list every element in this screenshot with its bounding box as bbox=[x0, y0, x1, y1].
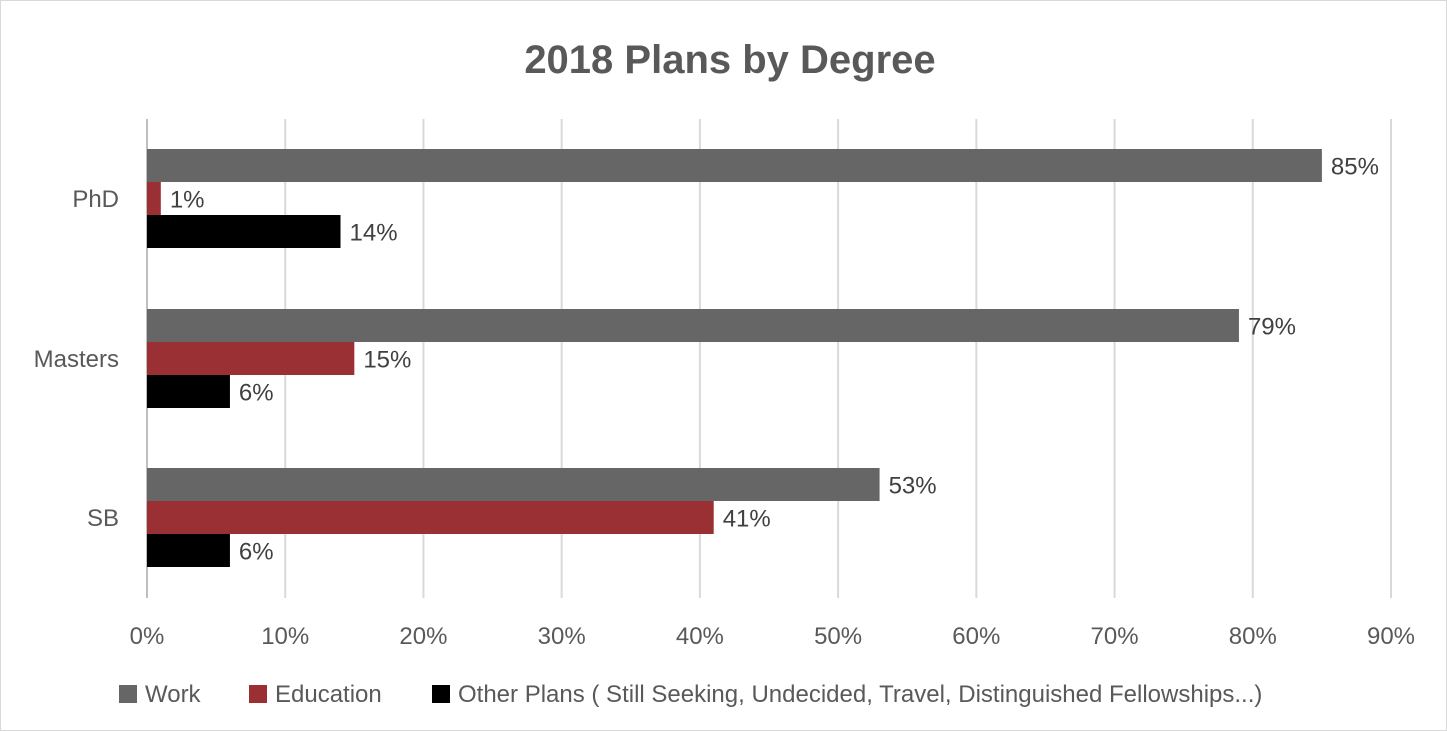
data-label: 79% bbox=[1248, 314, 1296, 341]
x-tick-label: 80% bbox=[1229, 623, 1277, 650]
legend-swatch bbox=[432, 685, 450, 703]
x-tick-label: 30% bbox=[538, 623, 586, 650]
category-label: PhD bbox=[72, 186, 119, 213]
category-labels: PhD Masters SB bbox=[34, 186, 119, 532]
x-tick-label: 0% bbox=[130, 623, 165, 650]
x-tick-label: 40% bbox=[676, 623, 724, 650]
category-label: Masters bbox=[34, 346, 119, 373]
bar-education bbox=[147, 342, 355, 375]
data-label: 6% bbox=[239, 539, 274, 566]
x-tick-label: 70% bbox=[1091, 623, 1139, 650]
category-label: SB bbox=[87, 505, 119, 532]
legend-swatch bbox=[249, 685, 267, 703]
x-tick-label: 90% bbox=[1367, 623, 1415, 650]
data-labels: 85% 1% 14% 79% 15% 6% 53% 41% 6% bbox=[170, 154, 1379, 566]
bar-other bbox=[147, 215, 341, 248]
legend-swatch bbox=[119, 685, 137, 703]
bar-work bbox=[147, 149, 1322, 182]
chart-title: 2018 Plans by Degree bbox=[524, 38, 935, 82]
bars bbox=[147, 149, 1322, 567]
bar-other bbox=[147, 375, 230, 408]
bar-work bbox=[147, 309, 1239, 342]
gridlines bbox=[146, 119, 1392, 598]
legend-label: Other Plans ( Still Seeking, Undecided, … bbox=[458, 681, 1262, 708]
data-label: 53% bbox=[889, 473, 937, 500]
bar-education bbox=[147, 501, 714, 534]
x-tick-label: 10% bbox=[261, 623, 309, 650]
legend: Work Education Other Plans ( Still Seeking… bbox=[119, 681, 1262, 708]
data-label: 85% bbox=[1331, 154, 1379, 181]
x-tick-label: 20% bbox=[399, 623, 447, 650]
legend-label: Work bbox=[145, 681, 202, 708]
x-tick-label: 50% bbox=[814, 623, 862, 650]
data-label: 6% bbox=[239, 380, 274, 407]
data-label: 15% bbox=[363, 347, 411, 374]
data-label: 1% bbox=[170, 187, 205, 214]
data-label: 14% bbox=[350, 220, 398, 247]
bar-work bbox=[147, 468, 880, 501]
data-label: 41% bbox=[723, 506, 771, 533]
x-tick-label: 60% bbox=[952, 623, 1000, 650]
legend-label: Education bbox=[275, 681, 382, 708]
bar-other bbox=[147, 534, 230, 567]
bar-education bbox=[147, 182, 161, 215]
x-tick-labels: 0% 10% 20% 30% 40% 50% 60% 70% 80% 90% bbox=[130, 623, 1415, 650]
